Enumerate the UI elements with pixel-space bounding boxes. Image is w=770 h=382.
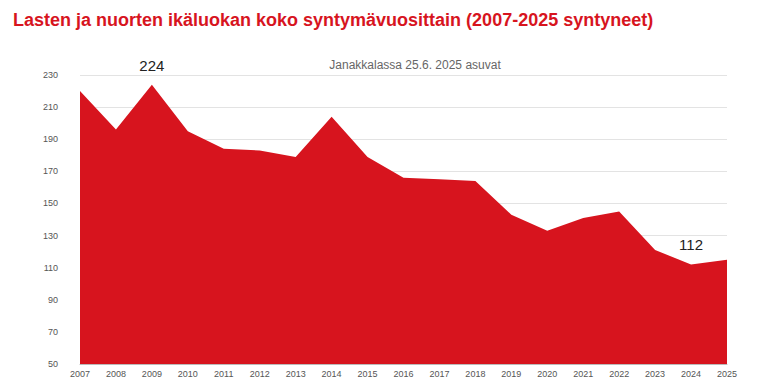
svg-text:2023: 2023	[645, 369, 665, 379]
svg-text:2016: 2016	[393, 369, 413, 379]
svg-text:150: 150	[43, 198, 58, 208]
svg-text:2009: 2009	[142, 369, 162, 379]
svg-text:230: 230	[43, 70, 58, 80]
svg-text:224: 224	[139, 57, 164, 74]
svg-text:2015: 2015	[358, 369, 378, 379]
svg-text:2007: 2007	[70, 369, 90, 379]
svg-text:112: 112	[679, 236, 703, 253]
svg-text:Janakkalassa 25.6. 2025 asuvat: Janakkalassa 25.6. 2025 asuvat	[329, 58, 501, 72]
svg-text:2021: 2021	[573, 369, 593, 379]
svg-text:50: 50	[48, 359, 58, 369]
svg-text:2014: 2014	[322, 369, 342, 379]
svg-text:70: 70	[48, 327, 58, 337]
svg-text:130: 130	[43, 231, 58, 241]
svg-text:2022: 2022	[609, 369, 629, 379]
svg-text:170: 170	[43, 166, 58, 176]
svg-text:2018: 2018	[465, 369, 485, 379]
svg-text:2025: 2025	[717, 369, 737, 379]
svg-text:2017: 2017	[429, 369, 449, 379]
svg-text:210: 210	[43, 102, 58, 112]
svg-text:90: 90	[48, 295, 58, 305]
svg-text:2008: 2008	[106, 369, 126, 379]
svg-text:190: 190	[43, 134, 58, 144]
svg-text:110: 110	[44, 263, 58, 273]
svg-text:Lasten ja nuorten ikäluokan ko: Lasten ja nuorten ikäluokan koko syntymä…	[13, 10, 653, 30]
svg-text:2019: 2019	[501, 369, 521, 379]
svg-text:2013: 2013	[286, 369, 306, 379]
svg-text:2024: 2024	[681, 369, 701, 379]
svg-text:2011: 2011	[214, 369, 233, 379]
svg-text:2010: 2010	[178, 369, 198, 379]
svg-text:2012: 2012	[250, 369, 270, 379]
svg-text:2020: 2020	[537, 369, 557, 379]
